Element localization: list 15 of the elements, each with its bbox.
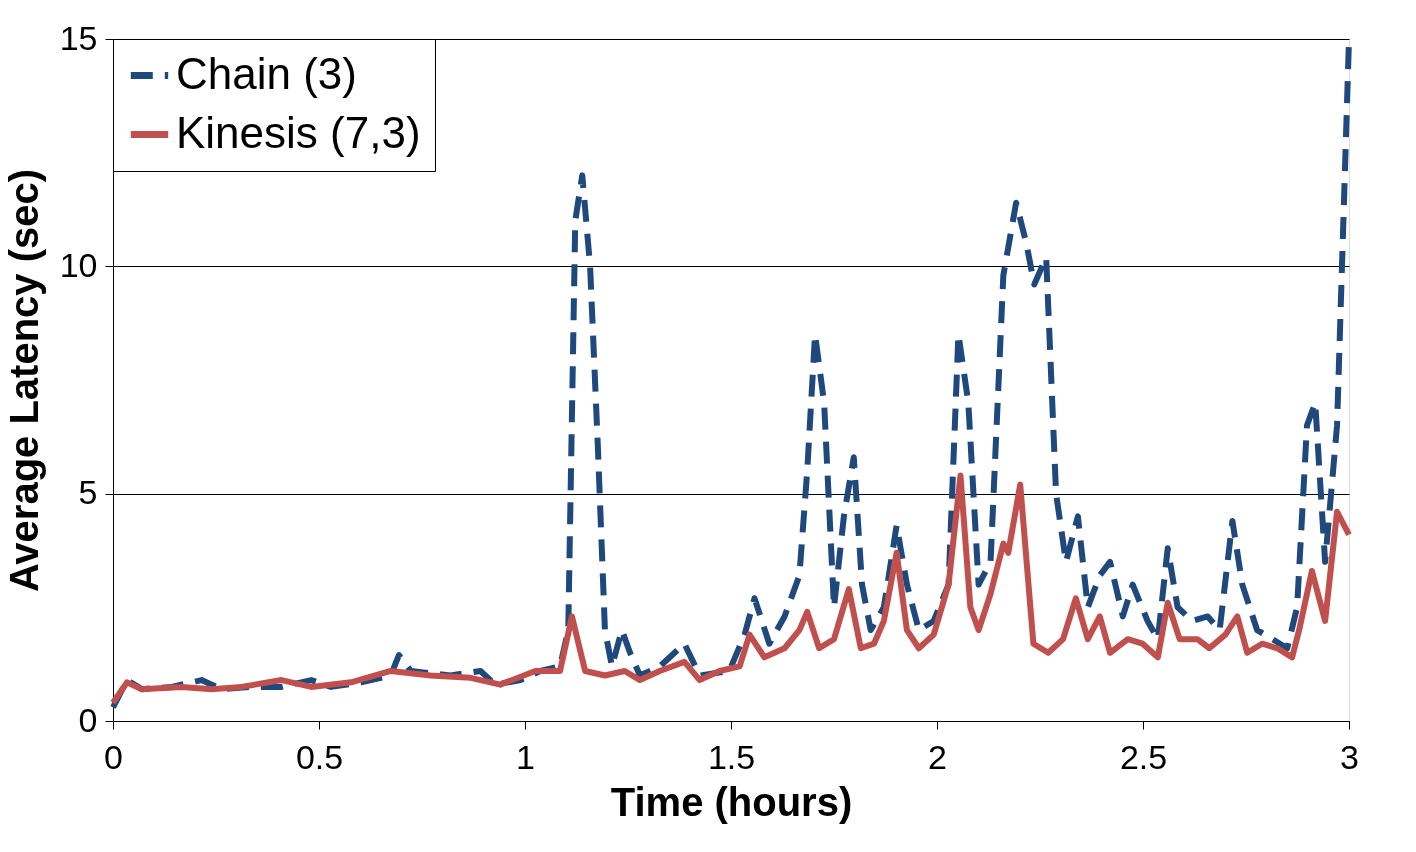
x-tick-label: 0 [104, 737, 123, 776]
x-tick-label: 2.5 [1119, 737, 1168, 776]
y-tick-label: 0 [78, 700, 98, 739]
y-tick-label: 5 [78, 473, 98, 512]
x-tick-label: 0.5 [295, 737, 344, 776]
x-tick-label: 1.5 [707, 737, 756, 776]
legend-label: Chain (3) [176, 48, 357, 98]
y-tick-label: 10 [59, 245, 98, 284]
x-tick-label: 1 [516, 737, 535, 776]
legend-label: Kinesis (7,3) [176, 107, 421, 157]
y-axis-title: Average Latency (sec) [1, 168, 46, 593]
x-axis-title: Time (hours) [610, 779, 853, 824]
y-tick-label: 15 [59, 18, 98, 57]
x-tick-label: 2 [928, 737, 947, 776]
x-tick-label: 3 [1340, 737, 1359, 776]
